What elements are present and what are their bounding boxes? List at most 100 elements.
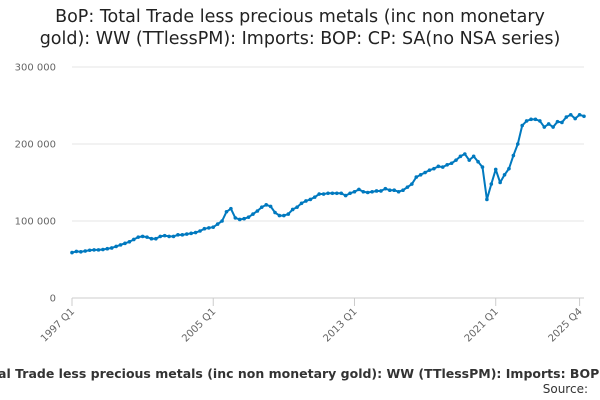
data-point[interactable] bbox=[176, 233, 180, 237]
data-point[interactable] bbox=[546, 122, 551, 126]
data-point[interactable] bbox=[449, 161, 454, 166]
data-point[interactable] bbox=[352, 189, 357, 194]
data-point[interactable] bbox=[458, 154, 463, 159]
data-point[interactable] bbox=[184, 232, 189, 236]
data-point[interactable] bbox=[224, 209, 229, 214]
data-point[interactable] bbox=[242, 216, 246, 221]
data-point[interactable] bbox=[348, 191, 352, 196]
data-point[interactable] bbox=[312, 195, 317, 199]
data-point[interactable] bbox=[520, 123, 525, 128]
data-point[interactable] bbox=[467, 158, 472, 162]
data-point[interactable] bbox=[387, 188, 392, 192]
data-point[interactable] bbox=[308, 197, 313, 202]
data-point[interactable] bbox=[339, 191, 344, 196]
data-point[interactable] bbox=[109, 246, 114, 250]
data-point[interactable] bbox=[207, 226, 211, 230]
data-point[interactable] bbox=[493, 167, 498, 172]
data-point[interactable] bbox=[290, 207, 295, 212]
data-point[interactable] bbox=[127, 239, 132, 244]
data-point[interactable] bbox=[70, 250, 74, 255]
data-point[interactable] bbox=[282, 213, 286, 218]
data-point[interactable] bbox=[83, 249, 88, 253]
data-point[interactable] bbox=[167, 234, 171, 239]
data-point[interactable] bbox=[123, 241, 127, 246]
data-point[interactable] bbox=[154, 236, 158, 241]
data-point[interactable] bbox=[357, 187, 361, 192]
data-point[interactable] bbox=[295, 205, 299, 209]
data-point[interactable] bbox=[379, 189, 383, 193]
data-point[interactable] bbox=[158, 234, 163, 239]
data-point[interactable] bbox=[193, 230, 198, 235]
data-point[interactable] bbox=[365, 190, 370, 195]
data-point[interactable] bbox=[502, 173, 507, 177]
data-point[interactable] bbox=[162, 233, 167, 238]
data-point[interactable] bbox=[317, 192, 321, 196]
data-point[interactable] bbox=[440, 165, 445, 169]
data-point[interactable] bbox=[392, 188, 397, 192]
data-point[interactable] bbox=[445, 162, 449, 167]
data-point[interactable] bbox=[577, 112, 582, 117]
data-point[interactable] bbox=[463, 152, 467, 156]
data-point[interactable] bbox=[485, 197, 489, 202]
data-point[interactable] bbox=[498, 180, 502, 185]
data-point[interactable] bbox=[326, 191, 330, 196]
data-point[interactable] bbox=[507, 166, 511, 171]
data-point[interactable] bbox=[255, 209, 260, 213]
data-point[interactable] bbox=[87, 248, 92, 253]
data-point[interactable] bbox=[136, 235, 141, 239]
data-point[interactable] bbox=[114, 244, 118, 249]
data-point[interactable] bbox=[105, 246, 110, 251]
data-point[interactable] bbox=[480, 165, 485, 169]
data-point[interactable] bbox=[551, 125, 555, 129]
data-point[interactable] bbox=[489, 182, 494, 186]
data-point[interactable] bbox=[189, 231, 193, 236]
data-point[interactable] bbox=[533, 117, 538, 122]
data-point[interactable] bbox=[335, 191, 339, 196]
data-point[interactable] bbox=[259, 205, 264, 209]
data-point[interactable] bbox=[251, 212, 255, 216]
data-point[interactable] bbox=[405, 185, 410, 189]
data-point[interactable] bbox=[370, 189, 374, 194]
data-point[interactable] bbox=[343, 193, 348, 198]
data-point[interactable] bbox=[564, 115, 569, 119]
data-point[interactable] bbox=[573, 116, 577, 121]
data-point[interactable] bbox=[529, 117, 533, 122]
data-point[interactable] bbox=[118, 243, 123, 247]
data-point[interactable] bbox=[511, 153, 516, 158]
data-point[interactable] bbox=[374, 189, 379, 193]
data-point[interactable] bbox=[330, 191, 335, 196]
data-point[interactable] bbox=[140, 234, 145, 239]
data-point[interactable] bbox=[454, 158, 458, 162]
data-point[interactable] bbox=[145, 235, 149, 239]
data-point[interactable] bbox=[92, 248, 96, 252]
data-point[interactable] bbox=[432, 166, 436, 171]
data-point[interactable] bbox=[220, 219, 224, 223]
data-point[interactable] bbox=[101, 247, 105, 252]
data-point[interactable] bbox=[286, 212, 291, 216]
data-point[interactable] bbox=[383, 186, 388, 191]
data-point[interactable] bbox=[427, 168, 432, 172]
data-point[interactable] bbox=[233, 216, 238, 220]
data-point[interactable] bbox=[321, 192, 326, 196]
data-point[interactable] bbox=[237, 217, 242, 222]
data-point[interactable] bbox=[560, 120, 564, 125]
data-point[interactable] bbox=[476, 159, 480, 164]
data-point[interactable] bbox=[401, 188, 405, 192]
data-point[interactable] bbox=[180, 233, 185, 237]
data-point[interactable] bbox=[149, 236, 154, 241]
data-point[interactable] bbox=[131, 237, 136, 242]
data-point[interactable] bbox=[268, 204, 273, 209]
data-point[interactable] bbox=[582, 114, 586, 119]
data-point[interactable] bbox=[515, 142, 520, 146]
data-point[interactable] bbox=[198, 229, 202, 233]
data-point[interactable] bbox=[471, 154, 476, 159]
data-point[interactable] bbox=[74, 249, 79, 254]
data-point[interactable] bbox=[423, 170, 427, 175]
data-point[interactable] bbox=[273, 210, 277, 215]
data-point[interactable] bbox=[246, 215, 251, 219]
data-point[interactable] bbox=[418, 173, 423, 177]
data-point[interactable] bbox=[96, 248, 101, 252]
data-point[interactable] bbox=[436, 164, 441, 169]
data-point[interactable] bbox=[568, 112, 573, 117]
data-point[interactable] bbox=[264, 203, 269, 207]
